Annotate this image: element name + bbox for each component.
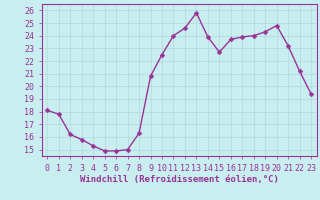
X-axis label: Windchill (Refroidissement éolien,°C): Windchill (Refroidissement éolien,°C) [80,175,279,184]
